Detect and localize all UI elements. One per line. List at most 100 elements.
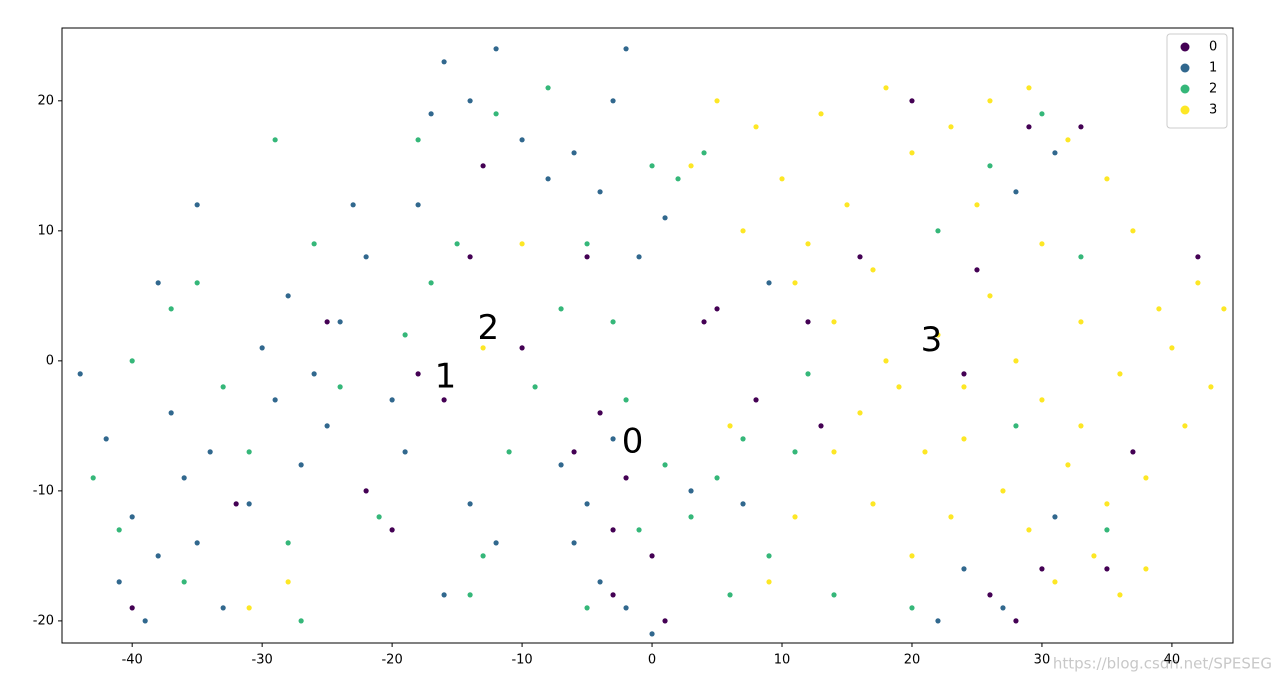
- point: [831, 449, 837, 455]
- point: [428, 111, 434, 117]
- point: [454, 241, 460, 247]
- point: [493, 540, 499, 546]
- point: [584, 501, 590, 507]
- point: [714, 98, 720, 104]
- point: [194, 540, 200, 546]
- point: [415, 137, 421, 143]
- y-tick-label: 10: [37, 223, 54, 238]
- point: [766, 280, 772, 286]
- point: [441, 397, 447, 403]
- point: [1000, 488, 1006, 494]
- point: [467, 592, 473, 598]
- point: [1026, 527, 1032, 533]
- point: [909, 98, 915, 104]
- point: [480, 163, 486, 169]
- point: [389, 397, 395, 403]
- point: [1104, 527, 1110, 533]
- point: [922, 449, 928, 455]
- y-tick-label: -10: [33, 483, 54, 498]
- point: [948, 124, 954, 130]
- point: [207, 449, 213, 455]
- point: [597, 579, 603, 585]
- point: [558, 306, 564, 312]
- x-tick-label: 30: [1034, 653, 1051, 668]
- legend-label: 0: [1209, 40, 1217, 55]
- point: [740, 436, 746, 442]
- point: [558, 462, 564, 468]
- point: [1195, 254, 1201, 260]
- point: [623, 605, 629, 611]
- point: [1039, 241, 1045, 247]
- point: [1195, 280, 1201, 286]
- point: [311, 241, 317, 247]
- point: [428, 280, 434, 286]
- x-tick-label: -20: [381, 653, 402, 668]
- y-tick-label: 20: [37, 93, 54, 108]
- plot-area: [77, 46, 1227, 637]
- point: [714, 475, 720, 481]
- point: [168, 410, 174, 416]
- point: [1013, 618, 1019, 624]
- point: [870, 267, 876, 273]
- axes-frame: [61, 27, 1234, 644]
- point: [792, 280, 798, 286]
- point: [519, 241, 525, 247]
- y-tick-label: 0: [46, 353, 54, 368]
- point: [961, 371, 967, 377]
- point: [688, 514, 694, 520]
- point: [688, 488, 694, 494]
- point: [961, 566, 967, 572]
- point: [1039, 566, 1045, 572]
- point: [246, 449, 252, 455]
- point: [987, 163, 993, 169]
- point: [974, 267, 980, 273]
- point: [935, 332, 941, 338]
- point: [337, 384, 343, 390]
- point: [285, 540, 291, 546]
- point: [883, 85, 889, 91]
- x-tick-label: 10: [774, 653, 791, 668]
- point: [883, 358, 889, 364]
- point: [441, 59, 447, 65]
- point: [272, 397, 278, 403]
- point: [1208, 384, 1214, 390]
- point: [805, 371, 811, 377]
- cluster-label: 3: [921, 320, 943, 360]
- point: [480, 345, 486, 351]
- point: [1052, 514, 1058, 520]
- point: [1156, 306, 1162, 312]
- point: [792, 514, 798, 520]
- point: [272, 137, 278, 143]
- point: [636, 527, 642, 533]
- point: [779, 176, 785, 182]
- point: [311, 371, 317, 377]
- x-tick-label: 0: [648, 653, 656, 668]
- point: [532, 384, 538, 390]
- point: [1039, 111, 1045, 117]
- point: [298, 618, 304, 624]
- point: [493, 111, 499, 117]
- legend-box: [1166, 33, 1228, 129]
- point: [831, 592, 837, 598]
- point: [857, 410, 863, 416]
- point: [181, 579, 187, 585]
- point: [246, 501, 252, 507]
- point: [1104, 501, 1110, 507]
- point: [649, 553, 655, 559]
- point: [1078, 254, 1084, 260]
- point: [233, 501, 239, 507]
- point: [1026, 85, 1032, 91]
- point: [402, 332, 408, 338]
- point: [155, 553, 161, 559]
- point: [844, 202, 850, 208]
- point: [246, 605, 252, 611]
- point: [987, 592, 993, 598]
- point: [1065, 462, 1071, 468]
- point: [610, 527, 616, 533]
- point: [467, 98, 473, 104]
- point: [727, 592, 733, 598]
- point: [909, 150, 915, 156]
- point: [818, 423, 824, 429]
- point: [740, 228, 746, 234]
